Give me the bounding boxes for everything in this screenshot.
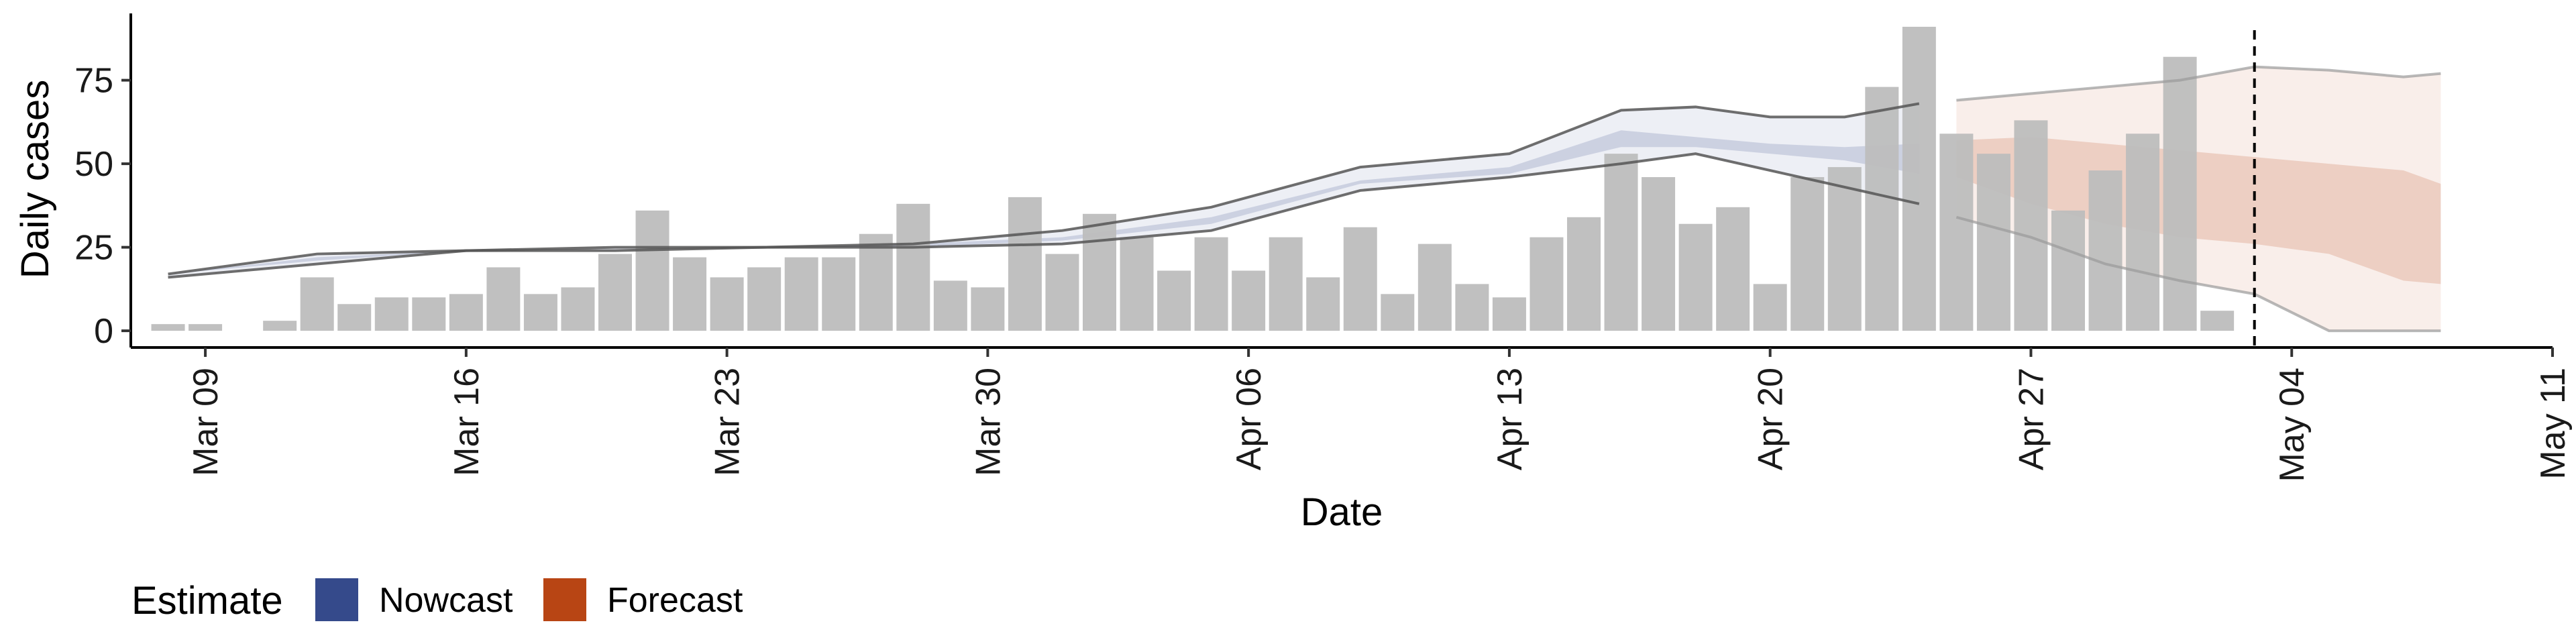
case-bar: [1008, 197, 1042, 331]
case-bar: [1567, 217, 1601, 331]
case-bar: [374, 297, 409, 331]
case-bar: [2088, 170, 2123, 331]
case-bar: [523, 294, 557, 331]
case-bar: [971, 287, 1005, 331]
case-bar: [1753, 284, 1787, 331]
case-bar: [1678, 223, 1713, 331]
forecast-legend-swatch: [543, 578, 586, 621]
case-bars: [151, 26, 2235, 331]
case-bar: [561, 287, 595, 331]
case-bar: [598, 254, 632, 331]
case-bar: [747, 267, 782, 331]
y-tick-label: 50: [74, 145, 113, 184]
x-tick-label: Mar 09: [186, 368, 225, 476]
case-bar: [1865, 87, 1899, 331]
case-bar: [1790, 177, 1825, 331]
case-bar: [2051, 210, 2085, 331]
case-bar: [1716, 207, 1750, 331]
forecast-lower-line: [1955, 215, 2441, 333]
case-bar: [896, 203, 930, 331]
case-bar: [1939, 133, 1974, 331]
y-tick-label: 25: [74, 229, 113, 268]
x-tick-label: May 04: [2273, 368, 2312, 482]
case-bar: [1902, 26, 1936, 331]
case-bar: [784, 257, 818, 331]
case-bar: [2126, 133, 2160, 331]
case-bar: [710, 277, 744, 331]
x-tick-label: Mar 30: [969, 368, 1008, 476]
case-bar: [1157, 270, 1191, 331]
nowcast-lower-line: [168, 152, 1920, 279]
forecast-legend-label: Forecast: [607, 581, 743, 620]
case-bar: [2014, 120, 2048, 331]
x-tick-label: Mar 23: [708, 368, 747, 476]
case-bar: [933, 280, 967, 331]
case-bar: [2200, 311, 2235, 331]
y-axis-title: Daily cases: [13, 80, 57, 279]
case-bar: [1604, 154, 1638, 331]
forecast-upper-line: [1956, 65, 2441, 102]
estimate-bands: [168, 66, 2441, 331]
case-bar: [189, 324, 223, 331]
legend: Estimate Nowcast Forecast: [131, 578, 743, 623]
case-bar: [635, 210, 669, 331]
case-bar: [263, 321, 297, 331]
case-bar: [1827, 167, 1862, 331]
case-bar: [822, 257, 856, 331]
case-bar: [300, 277, 334, 331]
case-bar: [1120, 237, 1154, 331]
nowcast-legend-swatch: [315, 578, 358, 621]
x-axis-title: Date: [1301, 490, 1383, 534]
case-bar: [151, 324, 185, 331]
band-outlines: [168, 30, 2441, 347]
case-bar: [1976, 154, 2010, 331]
case-bar: [2163, 56, 2197, 331]
case-bar: [1529, 237, 1564, 331]
axes: 0 25 50 75 Mar 09 Mar 16 Mar 23 Mar 30 Apr 06 Apr…: [74, 13, 2573, 482]
case-bar: [1083, 213, 1116, 331]
case-bar: [1455, 284, 1489, 331]
case-bar: [673, 257, 707, 331]
x-tick-label: Apr 27: [2012, 368, 2051, 470]
case-bar: [449, 294, 483, 331]
case-bar: [1492, 297, 1526, 331]
case-bar: [1343, 227, 1377, 331]
nowcast-band-90: [168, 103, 1919, 278]
x-tick-label: Mar 16: [447, 368, 486, 476]
case-bar: [486, 267, 521, 331]
forecast-band-50: [1956, 137, 2441, 284]
x-tick-label: Apr 13: [1491, 368, 1529, 470]
x-tick-label: Apr 06: [1230, 368, 1269, 470]
forecast-band-90: [1956, 66, 2441, 331]
x-tick-label: May 11: [2534, 368, 2573, 480]
y-tick-label: 0: [94, 312, 113, 351]
case-bar: [859, 233, 893, 331]
case-bar: [1045, 254, 1079, 331]
nowcast-legend-label: Nowcast: [379, 581, 513, 620]
case-bar: [1306, 277, 1340, 331]
case-bar: [1269, 237, 1303, 331]
case-bar: [1381, 294, 1415, 331]
case-bar: [1232, 270, 1266, 331]
case-bar: [1417, 244, 1452, 331]
case-bar: [412, 297, 446, 331]
nowcast-band-50: [168, 130, 1919, 274]
y-tick-label: 75: [74, 62, 113, 101]
x-tick-label: Apr 20: [1752, 368, 1790, 470]
case-bar: [1642, 177, 1676, 331]
case-bar: [337, 304, 372, 331]
legend-title: Estimate: [131, 579, 283, 623]
case-bar: [1194, 237, 1228, 331]
